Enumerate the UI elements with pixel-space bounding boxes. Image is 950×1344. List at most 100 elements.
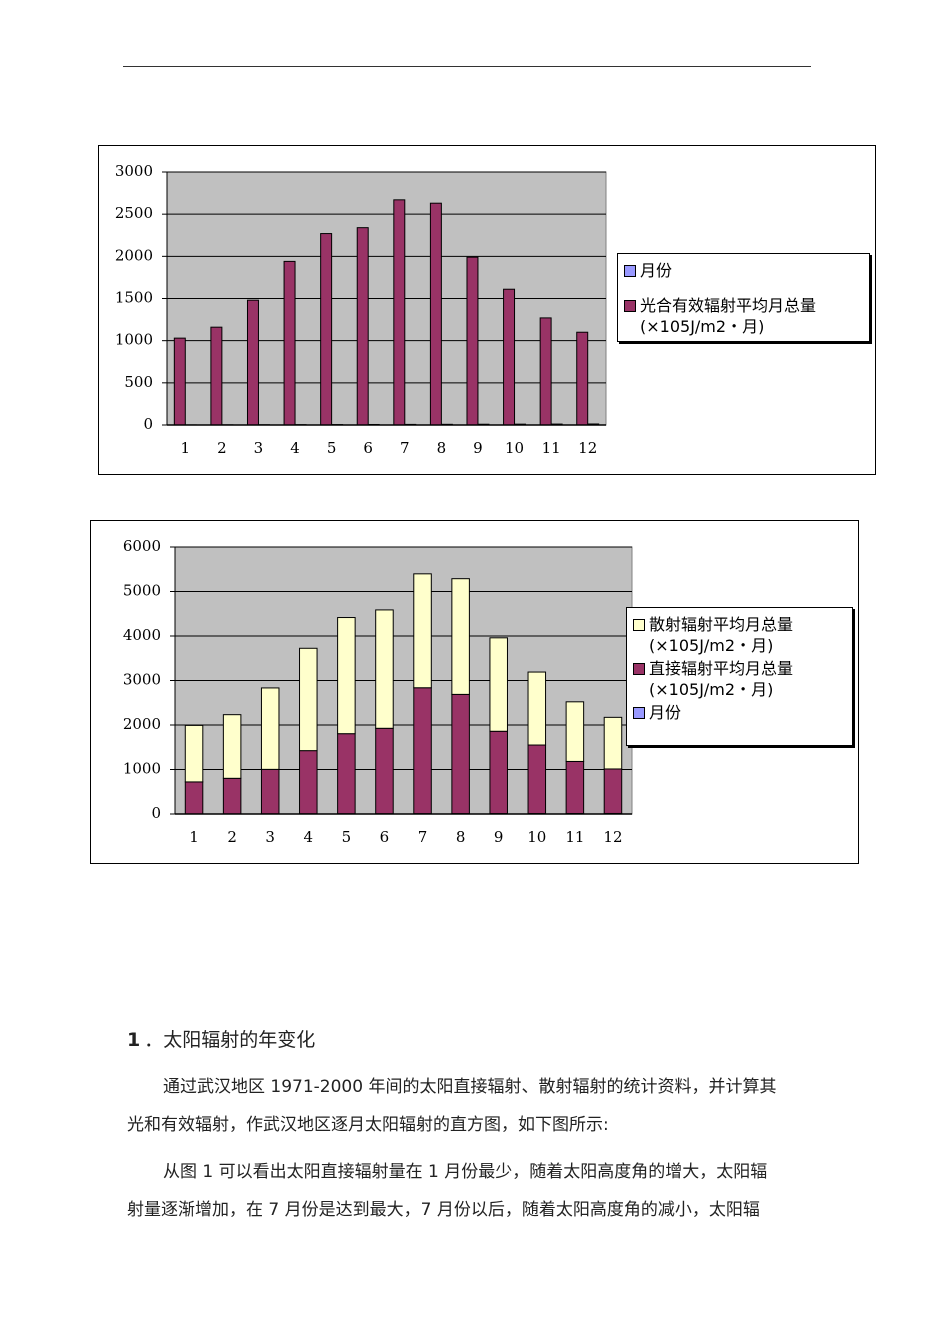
x-tick-label: 9	[494, 828, 504, 846]
bar	[260, 687, 280, 770]
y-tick-label: 2000	[123, 715, 161, 733]
legend: 月份光合有效辐射平均月总量(×105J/m2・月)	[617, 253, 870, 342]
heading-number: 1	[127, 1029, 141, 1051]
bar	[413, 573, 432, 689]
bar	[184, 781, 204, 815]
x-tick-label: 4	[304, 828, 314, 846]
y-tick-label: 4000	[123, 626, 161, 644]
x-tick-label: 9	[473, 439, 483, 457]
bar	[320, 233, 333, 426]
x-tick-label: 7	[418, 828, 428, 846]
x-tick-label: 11	[565, 828, 584, 846]
bar	[489, 637, 508, 732]
legend: 散射辐射平均月总量(×105J/m2・月) 直接辐射平均月总量(×105J/m2・…	[626, 607, 853, 746]
x-tick-label: 12	[603, 828, 622, 846]
legend-swatch	[633, 619, 645, 631]
bar	[603, 768, 623, 814]
bar	[576, 331, 589, 426]
bar	[539, 317, 552, 426]
x-tick-label: 2	[227, 828, 237, 846]
legend-label: 直接辐射平均月总量(×105J/m2・月)	[649, 659, 794, 699]
bar	[222, 777, 242, 815]
bar	[356, 227, 369, 426]
legend-label: 光合有效辐射平均月总量(×105J/m2・月)	[640, 296, 817, 336]
legend-swatch	[624, 300, 636, 312]
bar	[260, 768, 280, 815]
bar	[173, 337, 186, 426]
bar	[451, 578, 470, 695]
y-tick-label: 3000	[115, 162, 153, 180]
paragraph-line: 射量逐渐增加，在 7 月份是达到最大，7 月份以后，随着太阳高度角的减小，太阳辐	[127, 1200, 760, 1220]
y-tick-label: 1000	[123, 760, 161, 778]
x-tick-label: 5	[327, 439, 337, 457]
x-tick-label: 10	[527, 828, 546, 846]
bar	[246, 299, 259, 426]
bar	[184, 724, 204, 783]
legend-item: 月份	[633, 702, 846, 723]
y-tick-label: 2000	[115, 246, 153, 264]
x-tick-label: 5	[342, 828, 352, 846]
x-tick-label: 6	[363, 439, 373, 457]
y-tick-label: 1500	[115, 289, 153, 307]
x-tick-label: 10	[505, 439, 524, 457]
bar	[503, 288, 516, 426]
legend-label: 月份	[640, 261, 673, 280]
legend-label: 散射辐射平均月总量(×105J/m2・月)	[649, 615, 794, 655]
bar	[393, 199, 406, 426]
x-tick-label: 2	[217, 439, 227, 457]
bar	[375, 727, 394, 815]
x-tick-label: 3	[265, 828, 275, 846]
chart: 0 500 1000 1500 2000 2500 3000 1 2 3 4 5 6 7 8 9 10 11 12 月…	[98, 145, 876, 475]
bar	[210, 326, 223, 426]
bar	[565, 760, 585, 815]
bar	[451, 693, 470, 815]
header-rule	[123, 66, 811, 67]
legend-label: 月份	[649, 703, 682, 722]
x-tick-label: 1	[189, 828, 199, 846]
x-tick-label: 1	[181, 439, 191, 457]
x-tick-label: 4	[290, 439, 300, 457]
bar	[489, 730, 508, 815]
bar	[413, 687, 432, 815]
legend-swatch	[633, 707, 645, 719]
paragraph-line: 通过武汉地区 1971-2000 年间的太阳直接辐射、散射辐射的统计资料，并计算…	[163, 1077, 777, 1097]
y-tick-label: 3000	[123, 671, 161, 689]
bar	[222, 714, 242, 779]
bar	[429, 202, 442, 426]
x-tick-label: 3	[254, 439, 264, 457]
legend-swatch	[633, 663, 645, 675]
chart: 0 1000 2000 3000 4000 5000 6000 1 2 3 4 5 6 7 8 9 10 11 12…	[90, 520, 859, 864]
bar	[299, 647, 318, 752]
x-tick-label: 11	[542, 439, 561, 457]
x-tick-label: 12	[578, 439, 597, 457]
legend-item: 月份	[624, 260, 863, 281]
legend-swatch	[624, 265, 636, 277]
bar	[466, 256, 479, 426]
y-tick-label: 0	[143, 415, 153, 433]
y-tick-label: 6000	[123, 537, 161, 555]
legend-item: 光合有效辐射平均月总量(×105J/m2・月)	[624, 295, 863, 337]
x-tick-label: 8	[456, 828, 466, 846]
bar	[565, 701, 585, 762]
legend-item: 散射辐射平均月总量(×105J/m2・月)	[633, 614, 846, 656]
x-tick-label: 6	[380, 828, 390, 846]
section-heading: 1 ．太阳辐射的年变化	[127, 1025, 315, 1052]
bar	[375, 609, 394, 729]
bar	[299, 750, 318, 815]
paragraph-line: 从图 1 可以看出太阳直接辐射量在 1 月份最少，随着太阳高度角的增大，太阳辐	[163, 1162, 768, 1182]
bar	[527, 744, 547, 815]
x-tick-label: 8	[437, 439, 447, 457]
x-tick-label: 7	[400, 439, 410, 457]
legend-item: 直接辐射平均月总量(×105J/m2・月)	[633, 658, 846, 700]
bar	[603, 716, 623, 770]
y-tick-label: 0	[151, 804, 161, 822]
y-tick-label: 1000	[115, 331, 153, 349]
y-tick-label: 500	[124, 373, 153, 391]
y-tick-label: 2500	[115, 204, 153, 222]
bar	[283, 260, 296, 426]
y-tick-label: 5000	[123, 582, 161, 600]
bar	[337, 733, 356, 815]
bar	[337, 617, 356, 735]
